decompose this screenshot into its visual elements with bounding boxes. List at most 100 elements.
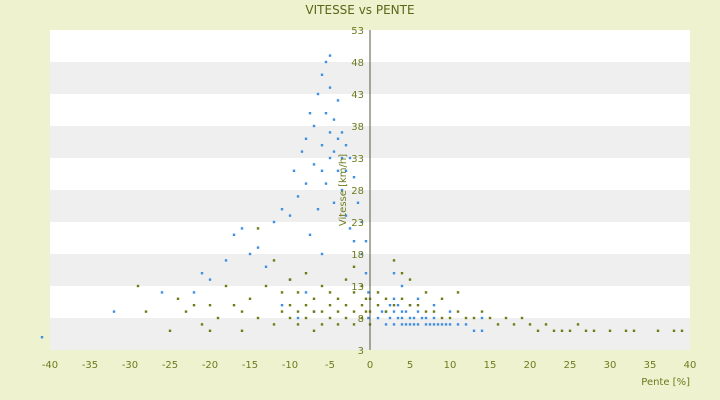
data-point [308, 233, 312, 236]
x-axis-title: Pente [%] [641, 377, 690, 388]
data-point [288, 316, 292, 320]
data-point [352, 323, 356, 326]
data-point [376, 304, 380, 307]
data-point [304, 272, 308, 275]
data-point [344, 214, 348, 217]
data-point [428, 323, 432, 326]
data-point [316, 208, 320, 211]
data-point [248, 297, 252, 300]
data-point [348, 156, 352, 160]
data-point [208, 304, 212, 307]
x-tick-label: -5 [325, 360, 335, 371]
data-point [472, 329, 476, 332]
data-point [248, 252, 252, 256]
data-point [320, 252, 324, 256]
data-point [240, 329, 244, 332]
x-tick-label: 40 [684, 360, 697, 371]
data-point [416, 310, 420, 313]
data-point [328, 304, 332, 307]
y-tick-label: 8 [358, 314, 364, 325]
data-point [264, 284, 268, 288]
y-tick-label: 48 [351, 58, 364, 69]
data-point [296, 195, 300, 198]
data-point [348, 227, 352, 230]
data-point [192, 304, 196, 307]
data-point [412, 316, 416, 320]
data-point [432, 310, 436, 313]
data-point [384, 297, 388, 300]
data-point [320, 73, 324, 76]
data-point [288, 304, 292, 307]
data-point [316, 92, 320, 96]
y-tick-label: 28 [351, 186, 364, 197]
x-tick-label: 20 [524, 360, 537, 371]
data-point [272, 323, 276, 326]
data-point [472, 316, 476, 320]
data-point [592, 329, 596, 332]
data-point [456, 291, 460, 294]
data-point [464, 323, 468, 326]
data-point [324, 60, 328, 64]
data-point [360, 252, 364, 256]
data-point [360, 284, 364, 288]
data-point [364, 272, 368, 275]
data-point [456, 323, 460, 326]
x-tick-label: 15 [484, 360, 497, 371]
data-point [328, 86, 332, 89]
data-point [352, 265, 356, 268]
data-point [364, 240, 368, 243]
data-point [296, 323, 300, 326]
data-point [240, 227, 244, 230]
data-point [624, 329, 628, 332]
data-point [320, 144, 324, 147]
chart-title: VITESSE vs PENTE [305, 3, 414, 17]
x-tick-label: -25 [162, 360, 178, 371]
data-point [456, 310, 460, 313]
data-point [344, 144, 348, 147]
data-point [432, 316, 436, 320]
data-point [224, 284, 228, 288]
data-point [112, 310, 116, 313]
x-tick-label: 5 [407, 360, 413, 371]
data-point [440, 323, 444, 326]
data-point [184, 310, 188, 313]
data-point [320, 310, 324, 313]
data-point [352, 240, 356, 243]
data-point [208, 278, 212, 281]
data-point [328, 316, 332, 320]
data-point [392, 259, 396, 262]
data-point [332, 118, 336, 121]
data-point [388, 304, 392, 307]
data-point [576, 323, 580, 326]
data-point [312, 329, 316, 332]
y-tick-label: 33 [351, 154, 364, 165]
y-tick-label: 3 [358, 346, 364, 357]
data-point [336, 169, 340, 172]
data-point [176, 297, 180, 300]
x-tick-label: 0 [367, 360, 373, 371]
data-point [364, 310, 368, 313]
data-point [520, 316, 524, 320]
data-point [392, 297, 396, 300]
y-tick-label: 43 [351, 90, 364, 101]
data-point [324, 182, 328, 185]
y-tick-label: 53 [351, 26, 364, 37]
data-point [344, 304, 348, 307]
data-point [336, 310, 340, 313]
data-point [448, 323, 452, 326]
x-tick-label: 25 [564, 360, 577, 371]
data-point [436, 323, 440, 326]
data-point [408, 278, 412, 281]
data-point [680, 329, 684, 332]
data-point [408, 323, 412, 326]
data-point [672, 329, 676, 332]
data-points [40, 54, 684, 339]
data-point [336, 137, 340, 140]
data-point [376, 316, 380, 320]
data-point [367, 291, 370, 294]
x-tick-label: 35 [644, 360, 657, 371]
data-point [400, 310, 404, 313]
data-point [328, 131, 332, 134]
data-point [560, 329, 564, 332]
